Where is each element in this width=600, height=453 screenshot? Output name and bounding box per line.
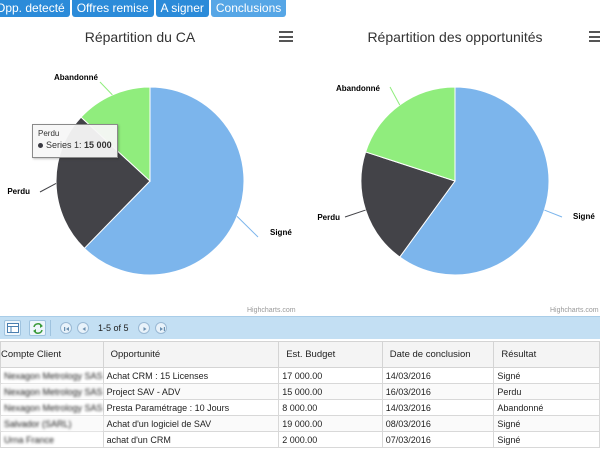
table-cell: Nexagon Metrology SAS (0, 383, 104, 400)
table-cell: Signé (493, 415, 600, 432)
tab-bar: Opp. detecté Offres remise A signer Conc… (0, 0, 600, 17)
pie-connector (99, 81, 113, 96)
table-row[interactable]: Nexagon Metrology SAS Project SAV - ADV 15… (0, 383, 600, 400)
highcharts-credits[interactable]: Highcharts.com (550, 307, 599, 314)
chart-menu-icon[interactable] (589, 31, 600, 42)
pie-chart: Signé Perdu Abandonné (7, 73, 292, 276)
pie-data-label: Perdu (317, 213, 340, 222)
highcharts-credits[interactable]: Highcharts.com (247, 307, 296, 314)
table-cell: Perdu (493, 383, 600, 400)
table-cell: Nexagon Metrology SAS (0, 399, 104, 416)
conclusions-table: Compte Client Opportunité Est. Budget Da… (0, 341, 600, 448)
tooltip-series: Series 1 (46, 140, 80, 150)
pie-chart: Signé Perdu Abandonné (317, 84, 595, 276)
column-header-date-conclusion[interactable]: Date de conclusion (381, 341, 495, 368)
table-cell: 14/03/2016 (381, 399, 495, 416)
table-cell: 19 000.00 (278, 415, 383, 432)
chart-repartition-opportunites: Répartition des opportunités Signé Perdu A… (300, 17, 600, 317)
table-header-row: Compte Client Opportunité Est. Budget Da… (0, 341, 600, 368)
table-cell: Achat d'un logiciel de SAV (102, 415, 280, 432)
grid-toolbar: 1-5 of 5 (0, 316, 600, 339)
pie-connector (39, 182, 57, 193)
toolbar-separator (50, 320, 51, 336)
pager-range: 1-5 of 5 (98, 323, 129, 333)
last-page-icon (160, 327, 165, 331)
table-cell: Salvador (SARL) (0, 415, 104, 432)
table-cell: 07/03/2016 (381, 431, 495, 448)
table-cell: Signé (493, 431, 600, 448)
table-cell: 14/03/2016 (381, 367, 495, 384)
table-cell: achat d'un CRM (102, 431, 280, 448)
table-cell: 2 000.00 (278, 431, 383, 448)
table-cell: Presta Paramétrage : 10 Jours (102, 399, 280, 416)
table-row[interactable]: Nexagon Metrology SAS Achat CRM : 15 Lice… (0, 367, 600, 384)
table-cell: Signé (493, 367, 600, 384)
chart-title: Répartition des opportunités (367, 29, 543, 45)
pie-connector (544, 209, 563, 218)
tab-conclusions[interactable]: Conclusions (210, 0, 287, 17)
pie-data-label: Abandonné (54, 73, 99, 82)
pie-slice-sign[interactable] (399, 86, 550, 276)
column-header-resultat[interactable]: Résultat (493, 341, 600, 368)
prev-page-icon (82, 327, 86, 331)
columns-toggle-button[interactable] (4, 320, 21, 336)
next-page-button[interactable] (138, 322, 150, 334)
pie-slice-perdu[interactable] (360, 151, 456, 258)
table-row[interactable]: Urna France achat d'un CRM 2 000.00 07/03/2… (0, 431, 600, 448)
tooltip-value: 15 000 (84, 140, 112, 150)
prev-page-button[interactable] (77, 322, 89, 334)
refresh-icon (33, 323, 43, 334)
refresh-button[interactable] (29, 320, 46, 336)
table-icon (7, 323, 19, 333)
pie-connector (389, 86, 401, 106)
first-page-button[interactable] (60, 322, 72, 334)
pie-connector (344, 209, 366, 218)
table-cell: Achat CRM : 15 Licenses (102, 367, 280, 384)
series-dot-icon (38, 143, 43, 149)
table-cell: Project SAV - ADV (102, 383, 280, 400)
column-header-compte-client[interactable]: Compte Client (0, 341, 104, 368)
pie-data-label: Signé (573, 212, 595, 221)
pie-data-label: Perdu (7, 187, 30, 196)
column-header-opportunite[interactable]: Opportunité (102, 341, 280, 368)
table-cell: Nexagon Metrology SAS (0, 367, 104, 384)
tab-offres-remise[interactable]: Offres remise (71, 0, 154, 17)
chart-menu-icon[interactable] (279, 31, 293, 42)
next-page-icon (143, 327, 147, 331)
table-cell: 16/03/2016 (381, 383, 495, 400)
table-row[interactable]: Salvador (SARL) Achat d'un logiciel de SA… (0, 415, 600, 432)
pie-data-label: Abandonné (336, 84, 381, 93)
pie-connector (236, 216, 259, 238)
table-cell: 17 000.00 (278, 367, 383, 384)
tab-a-signer[interactable]: A signer (155, 0, 209, 17)
tooltip-category: Perdu (38, 129, 60, 138)
chart-title: Répartition du CA (84, 29, 196, 45)
pie-data-label: Signé (270, 228, 292, 237)
first-page-icon (64, 327, 69, 331)
table-cell: Abandonné (493, 399, 600, 416)
chart-repartition-ca: Répartition du CA Signé Perdu Abandonné Pe… (0, 17, 300, 317)
column-header-est-budget[interactable]: Est. Budget (278, 341, 383, 368)
table-cell: 08/03/2016 (381, 415, 495, 432)
last-page-button[interactable] (155, 322, 167, 334)
tab-opp-detecte[interactable]: Opp. detecté (0, 0, 70, 17)
table-cell: 8 000.00 (278, 399, 383, 416)
table-cell: 15 000.00 (278, 383, 383, 400)
table-row[interactable]: Nexagon Metrology SAS Presta Paramétrage … (0, 399, 600, 416)
chart-tooltip: Perdu Series 1: 15 000 (32, 124, 118, 158)
table-cell: Urna France (0, 431, 104, 448)
pie-slice-abandonn[interactable] (364, 86, 456, 182)
